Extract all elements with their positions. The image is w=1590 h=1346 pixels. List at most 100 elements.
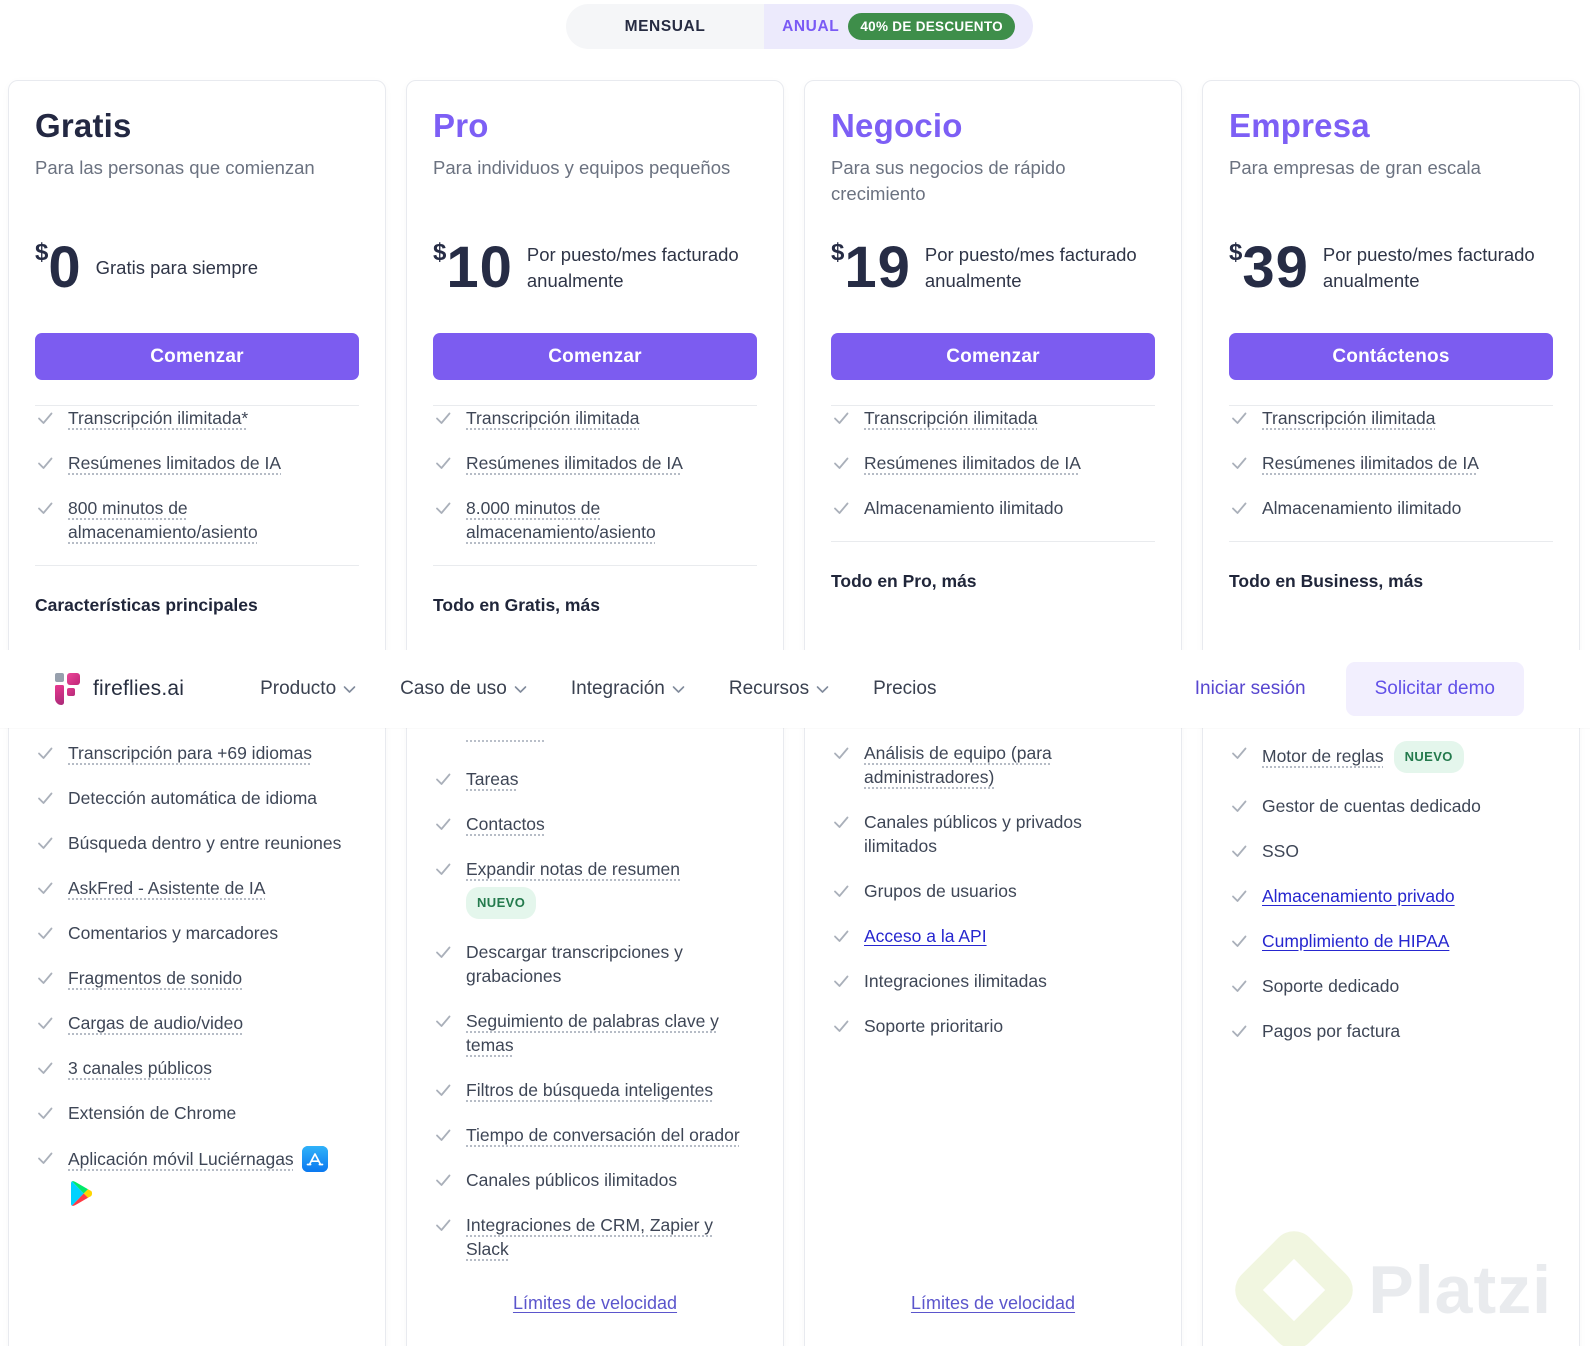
feature-label[interactable]: Motor de reglas bbox=[1262, 746, 1384, 766]
feature-label[interactable]: Resúmenes limitados de IA bbox=[68, 453, 282, 473]
plan-header: Gratis Para las personas que comienzan bbox=[35, 105, 359, 233]
check-icon bbox=[834, 1020, 849, 1032]
plan-tagline: Para empresas de gran escala bbox=[1229, 157, 1481, 178]
price-currency: $ bbox=[1229, 239, 1243, 266]
feature-label[interactable]: Aplicación móvil Luciérnagas bbox=[68, 1149, 294, 1169]
plan-features-lower: Motor de reglas NUEVO Gestor de cuentas de… bbox=[1229, 741, 1553, 1064]
plan-cta-button[interactable]: Comenzar bbox=[831, 333, 1155, 380]
feature-label[interactable]: Transcripción ilimitada bbox=[466, 408, 640, 428]
nav-item-precios[interactable]: Precios bbox=[873, 678, 936, 700]
feature-label[interactable]: Análisis de equipo (para administradores… bbox=[864, 743, 1052, 787]
feature-label: Extensión de Chrome bbox=[68, 1103, 237, 1123]
feature-label[interactable]: Transcripción ilimitada bbox=[864, 408, 1038, 428]
feature-link[interactable]: Acceso a la API bbox=[864, 926, 987, 946]
feature-item: Pagos por factura bbox=[1229, 1019, 1553, 1043]
feature-label[interactable]: Transcripción ilimitada bbox=[1262, 408, 1436, 428]
price-currency: $ bbox=[433, 239, 447, 266]
feature-label[interactable]: 3 canales públicos bbox=[68, 1058, 212, 1078]
feature-label[interactable]: Cargas de audio/video bbox=[68, 1013, 244, 1033]
feature-item: Resúmenes ilimitados de IA bbox=[433, 451, 757, 475]
feature-label[interactable]: Tiempo de conversación del orador bbox=[466, 1125, 740, 1145]
check-icon bbox=[1232, 457, 1247, 469]
chevron-down-icon bbox=[514, 685, 527, 693]
plan-header: Empresa Para empresas de gran escala bbox=[1229, 105, 1553, 233]
check-icon bbox=[38, 457, 53, 469]
feature-label[interactable]: Expandir notas de resumen bbox=[466, 859, 681, 879]
plan-section-title: Todo en Pro, más bbox=[831, 571, 977, 591]
nav-item-recursos[interactable]: Recursos bbox=[729, 678, 829, 700]
nav-item-producto[interactable]: Producto bbox=[260, 678, 356, 700]
feature-item: Soporte dedicado bbox=[1229, 974, 1553, 998]
feature-label[interactable]: Integraciones de CRM, Zapier y Slack bbox=[466, 1215, 714, 1259]
feature-label[interactable]: AskFred - Asistente de IA bbox=[68, 878, 266, 898]
feature-item: Almacenamiento privado bbox=[1229, 884, 1553, 908]
check-icon bbox=[38, 882, 53, 894]
feature-label[interactable]: Tareas bbox=[466, 769, 519, 789]
plan-cta-button[interactable]: Comenzar bbox=[433, 333, 757, 380]
check-icon bbox=[38, 412, 53, 424]
plan-section-title: Todo en Gratis, más bbox=[433, 595, 600, 615]
feature-link[interactable]: Cumplimiento de HIPAA bbox=[1262, 931, 1450, 951]
toggle-annual-label: ANUAL bbox=[782, 17, 840, 35]
app-store-icon[interactable] bbox=[301, 1146, 328, 1172]
fireflies-logo[interactable]: fireflies.ai bbox=[55, 673, 184, 705]
plan-cta-button[interactable]: Comenzar bbox=[35, 333, 359, 380]
feature-item: Transcripción ilimitada bbox=[433, 406, 757, 430]
check-icon bbox=[436, 1174, 451, 1186]
price-note: Por puesto/mes facturado anualmente bbox=[1322, 244, 1535, 291]
feature-item: Resúmenes limitados de IA bbox=[35, 451, 359, 475]
plan-price: $ 39 Por puesto/mes facturado anualmente bbox=[1229, 233, 1553, 303]
google-play-icon[interactable] bbox=[69, 1180, 94, 1207]
plan-cta-button[interactable]: Contáctenos bbox=[1229, 333, 1553, 380]
feature-label[interactable]: 8.000 minutos de almacenamiento/asiento bbox=[466, 498, 656, 542]
nav-links: Producto Caso de uso Integración Recursos Pr… bbox=[260, 678, 936, 700]
check-icon bbox=[38, 927, 53, 939]
feature-label[interactable]: Contactos bbox=[466, 814, 545, 834]
check-icon bbox=[1232, 412, 1247, 424]
price-note: Por puesto/mes facturado anualmente bbox=[526, 244, 739, 291]
request-demo-button[interactable]: Solicitar demo bbox=[1345, 662, 1524, 716]
feature-item: Tiempo de conversación del orador bbox=[433, 1123, 757, 1147]
toggle-monthly[interactable]: MENSUAL bbox=[566, 4, 764, 49]
feature-item: Transcripción ilimitada bbox=[1229, 406, 1553, 430]
divider bbox=[433, 405, 757, 406]
feature-item: Canales públicos y privados ilimitados bbox=[831, 810, 1155, 858]
feature-label: Almacenamiento ilimitado bbox=[864, 498, 1064, 518]
feature-label[interactable]: Resúmenes ilimitados de IA bbox=[1262, 453, 1479, 473]
feature-label[interactable]: Fragmentos de sonido bbox=[68, 968, 243, 988]
feature-label[interactable]: Resúmenes ilimitados de IA bbox=[466, 453, 683, 473]
feature-item: Tareas bbox=[433, 767, 757, 791]
plan-name: Negocio bbox=[831, 107, 963, 144]
nav-item-label: Caso de uso bbox=[400, 678, 507, 699]
check-icon bbox=[1232, 845, 1247, 857]
price-amount: 19 bbox=[844, 235, 911, 300]
feature-label[interactable]: 800 minutos de almacenamiento/asiento bbox=[68, 498, 258, 542]
divider bbox=[433, 565, 757, 566]
nav-item-integración[interactable]: Integración bbox=[571, 678, 685, 700]
check-icon bbox=[436, 863, 451, 875]
rate-limits-link[interactable]: Límites de velocidad bbox=[910, 1293, 1076, 1313]
check-icon bbox=[1232, 1025, 1247, 1037]
toggle-annual[interactable]: ANUAL 40% DE DESCUENTO bbox=[764, 4, 1033, 49]
plan-tagline: Para las personas que comienzan bbox=[35, 157, 315, 178]
check-icon bbox=[436, 502, 451, 514]
rate-limits-link[interactable]: Límites de velocidad bbox=[512, 1293, 678, 1313]
feature-item: 3 canales públicos bbox=[35, 1056, 359, 1080]
feature-item: Soporte prioritario bbox=[831, 1014, 1155, 1038]
feature-item: Fragmentos de sonido bbox=[35, 966, 359, 990]
login-link[interactable]: Iniciar sesión bbox=[1194, 678, 1306, 699]
feature-label[interactable]: Resúmenes ilimitados de IA bbox=[864, 453, 1081, 473]
nav-item-caso-de-uso[interactable]: Caso de uso bbox=[400, 678, 527, 700]
feature-item: Comentarios y marcadores bbox=[35, 921, 359, 945]
feature-label[interactable]: Transcripción ilimitada* bbox=[68, 408, 249, 428]
check-icon bbox=[38, 1107, 53, 1119]
plan-section-title: Todo en Business, más bbox=[1229, 571, 1424, 591]
feature-label[interactable]: Seguimiento de palabras clave y temas bbox=[466, 1011, 719, 1055]
feature-label[interactable]: Transcripción para +69 idiomas bbox=[68, 743, 312, 763]
divider bbox=[831, 541, 1155, 542]
divider bbox=[1229, 405, 1553, 406]
feature-label[interactable]: Filtros de búsqueda inteligentes bbox=[466, 1080, 714, 1100]
divider bbox=[35, 565, 359, 566]
feature-link[interactable]: Almacenamiento privado bbox=[1262, 886, 1455, 906]
check-icon bbox=[834, 412, 849, 424]
